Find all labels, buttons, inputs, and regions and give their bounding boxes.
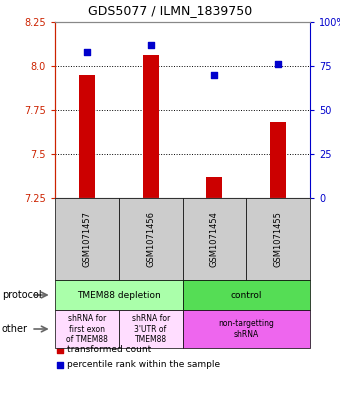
- Bar: [270, 122, 286, 198]
- Point: [212, 72, 217, 78]
- Point: [275, 61, 281, 67]
- Text: percentile rank within the sample: percentile rank within the sample: [67, 360, 220, 369]
- Point: [57, 347, 63, 353]
- Text: transformed count: transformed count: [67, 345, 151, 354]
- Text: GSM1071456: GSM1071456: [146, 211, 155, 267]
- Text: shRNA for
first exon
of TMEM88: shRNA for first exon of TMEM88: [66, 314, 108, 344]
- Point: [84, 49, 90, 55]
- Text: TMEM88 depletion: TMEM88 depletion: [77, 290, 160, 299]
- Text: non-targetting
shRNA: non-targetting shRNA: [218, 319, 274, 339]
- Text: shRNA for
3'UTR of
TMEM88: shRNA for 3'UTR of TMEM88: [132, 314, 170, 344]
- Text: control: control: [231, 290, 262, 299]
- Point: [57, 362, 63, 368]
- Text: GSM1071457: GSM1071457: [82, 211, 91, 267]
- Text: other: other: [2, 324, 28, 334]
- Bar: [143, 55, 158, 198]
- Text: GSM1071454: GSM1071454: [210, 211, 219, 267]
- Text: protocol: protocol: [2, 290, 41, 300]
- Bar: [79, 75, 95, 198]
- Point: [148, 42, 153, 48]
- Text: GSM1071455: GSM1071455: [274, 211, 283, 267]
- Text: GDS5077 / ILMN_1839750: GDS5077 / ILMN_1839750: [88, 4, 252, 17]
- Bar: [206, 177, 222, 198]
